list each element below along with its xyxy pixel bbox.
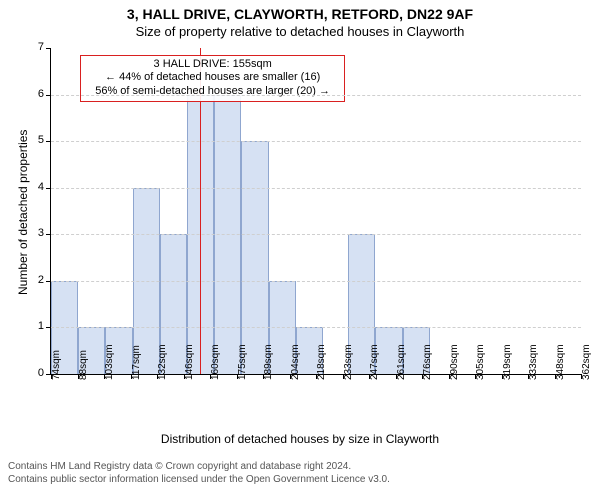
chart-title-address: 3, HALL DRIVE, CLAYWORTH, RETFORD, DN22 … (0, 6, 600, 22)
figure: { "title_address": "3, HALL DRIVE, CLAYW… (0, 0, 600, 500)
footer-attribution: Contains HM Land Registry data © Crown c… (8, 460, 592, 486)
annotation-line-2: ← 44% of detached houses are smaller (16… (87, 71, 338, 85)
chart-title-subtitle: Size of property relative to detached ho… (0, 24, 600, 39)
gridline (51, 95, 581, 96)
x-axis-label: Distribution of detached houses by size … (0, 432, 600, 446)
annotation-line-3: 56% of semi-detached houses are larger (… (87, 85, 338, 99)
annotation-line-1: 3 HALL DRIVE: 155sqm (87, 58, 338, 72)
plot-area: 3 HALL DRIVE: 155sqm ← 44% of detached h… (50, 48, 581, 375)
footer-line-2: Contains public sector information licen… (8, 473, 592, 486)
gridline (51, 188, 581, 189)
histogram-bar (241, 141, 268, 374)
gridline (51, 234, 581, 235)
gridline (51, 141, 581, 142)
y-axis-label: Number of detached properties (16, 130, 30, 295)
gridline (51, 281, 581, 282)
gridline (51, 327, 581, 328)
footer-line-1: Contains HM Land Registry data © Crown c… (8, 460, 592, 473)
